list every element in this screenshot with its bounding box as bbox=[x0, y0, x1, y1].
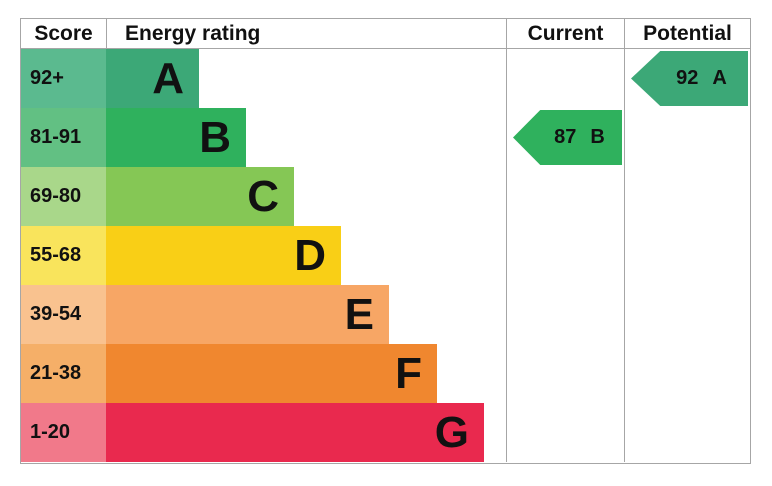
current-rating-arrow: 87 B bbox=[513, 110, 622, 165]
bar-cell-d: D bbox=[106, 226, 506, 285]
grade-letter-a: A bbox=[152, 53, 184, 103]
epc-table: Score Energy rating Current Potential 92… bbox=[20, 18, 751, 464]
score-range-g: 1-20 bbox=[21, 403, 106, 462]
rating-bar-e: E bbox=[106, 285, 389, 344]
score-range-f: 21-38 bbox=[21, 344, 106, 403]
current-column: 87 B bbox=[506, 49, 624, 462]
bar-cell-g: G bbox=[106, 403, 506, 462]
grade-letter-b: B bbox=[199, 112, 231, 162]
potential-rating-arrow: 92 A bbox=[631, 51, 748, 106]
score-range-a: 92+ bbox=[21, 49, 106, 108]
grade-letter-g: G bbox=[434, 407, 469, 457]
rating-bar-g: G bbox=[106, 403, 484, 462]
header-score: Score bbox=[21, 19, 106, 49]
bar-cell-f: F bbox=[106, 344, 506, 403]
bar-cell-c: C bbox=[106, 167, 506, 226]
grade-letter-d: D bbox=[294, 230, 326, 280]
grade-letter-f: F bbox=[395, 348, 422, 398]
header-current: Current bbox=[506, 19, 624, 49]
potential-column: 92 A bbox=[624, 49, 750, 462]
score-range-c: 69-80 bbox=[21, 167, 106, 226]
rating-bar-b: B bbox=[106, 108, 246, 167]
rating-bar-d: D bbox=[106, 226, 341, 285]
potential-score-value: 92 bbox=[676, 67, 699, 89]
score-range-b: 81-91 bbox=[21, 108, 106, 167]
current-grade-letter: B bbox=[590, 126, 605, 148]
header-potential: Potential bbox=[624, 19, 750, 49]
rating-bar-f: F bbox=[106, 344, 437, 403]
current-score-value: 87 bbox=[554, 126, 577, 148]
bar-cell-e: E bbox=[106, 285, 506, 344]
grade-letter-c: C bbox=[247, 171, 279, 221]
grade-letter-e: E bbox=[344, 289, 374, 339]
header-energy-rating: Energy rating bbox=[106, 19, 506, 49]
potential-grade-letter: A bbox=[712, 67, 727, 89]
rating-bar-c: C bbox=[106, 167, 294, 226]
rating-bar-a: A bbox=[106, 49, 199, 108]
bar-cell-a: A bbox=[106, 49, 506, 108]
score-range-e: 39-54 bbox=[21, 285, 106, 344]
bar-cell-b: B bbox=[106, 108, 506, 167]
score-range-d: 55-68 bbox=[21, 226, 106, 285]
